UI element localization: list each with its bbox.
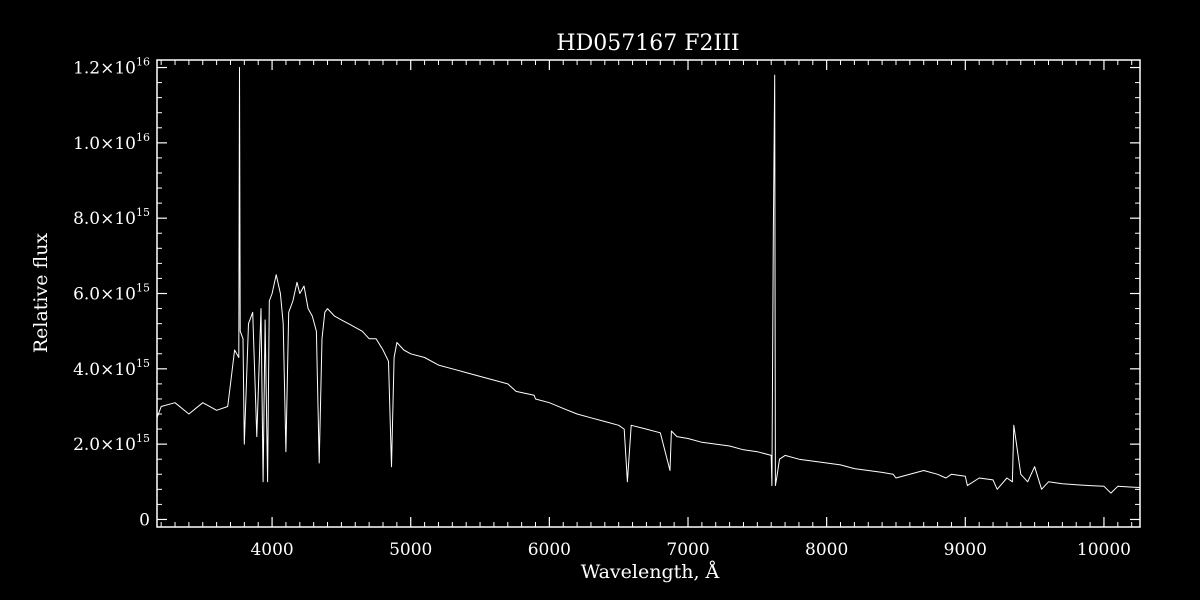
- y-tick-label: 2.0×1015: [73, 432, 150, 455]
- y-tick-exponent: 15: [136, 206, 150, 219]
- y-axis-label: Relative flux: [30, 233, 52, 354]
- y-tick-exponent: 16: [136, 131, 150, 144]
- y-tick-mantissa: 1.0×10: [73, 134, 136, 154]
- y-tick-label: 4.0×1015: [73, 357, 150, 380]
- x-tick-label: 8000: [805, 540, 848, 560]
- plot-frame: [156, 59, 1141, 528]
- y-tick-labels: 02.0×10154.0×10156.0×10158.0×10151.0×101…: [73, 56, 150, 531]
- axis-ticks: [157, 60, 1140, 527]
- y-tick-exponent: 15: [136, 282, 150, 295]
- y-tick-exponent: 15: [136, 432, 150, 445]
- y-tick-label: 1.2×1016: [73, 56, 150, 79]
- chart-title: HD057167 F2III: [556, 31, 739, 56]
- x-axis-label: Wavelength, Å: [581, 561, 720, 583]
- x-tick-label: 7000: [666, 540, 709, 560]
- y-tick-label: 1.0×1016: [73, 131, 150, 154]
- x-tick-label: 6000: [528, 540, 571, 560]
- spectrum-line: [156, 67, 1141, 494]
- x-tick-label: 10000: [1077, 540, 1131, 560]
- y-tick-label: 6.0×1015: [73, 282, 150, 305]
- spectrum-series: [156, 67, 1141, 494]
- y-tick-mantissa: 0: [139, 510, 150, 530]
- y-tick-mantissa: 4.0×10: [73, 360, 136, 380]
- y-tick-mantissa: 2.0×10: [73, 435, 136, 455]
- y-tick-mantissa: 6.0×10: [73, 285, 136, 305]
- x-tick-label: 5000: [389, 540, 432, 560]
- y-tick-label: 0: [139, 510, 150, 530]
- x-tick-label: 4000: [250, 540, 293, 560]
- x-tick-labels: 4000 5000 6000 7000 8000 9000 10000: [250, 540, 1131, 560]
- y-tick-exponent: 15: [136, 357, 150, 370]
- y-tick-mantissa: 8.0×10: [73, 209, 136, 229]
- y-tick-label: 8.0×1015: [73, 206, 150, 229]
- y-tick-exponent: 16: [136, 56, 150, 69]
- x-tick-label: 9000: [944, 540, 987, 560]
- y-tick-mantissa: 1.2×10: [73, 59, 136, 79]
